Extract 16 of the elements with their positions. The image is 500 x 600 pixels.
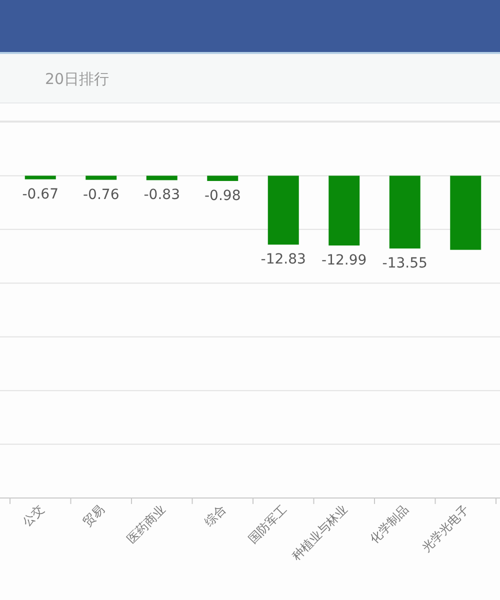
data-label: -0.76 (83, 186, 120, 203)
x-tick-label: 国防军工 (246, 502, 290, 546)
data-label: -12.83 (260, 252, 306, 268)
data-label: -12.99 (322, 252, 367, 268)
x-tick-label: 综合 (202, 502, 229, 530)
x-tick-label: 公交 (20, 502, 46, 530)
x-tick-label: 医药商业 (124, 502, 168, 546)
x-tick-label: 贸易 (80, 502, 108, 530)
data-label: -0.83 (144, 187, 180, 204)
data-label: -0.98 (204, 188, 241, 204)
chart-title: 20日排行 (45, 70, 110, 88)
x-tick-label: 光学光电子 (419, 502, 472, 555)
x-tick-label: 种植业与林业 (289, 502, 350, 564)
data-label: -0.67 (22, 186, 58, 202)
data-label: -13.55 (382, 255, 428, 272)
x-tick-label: 化学制品 (367, 502, 411, 546)
